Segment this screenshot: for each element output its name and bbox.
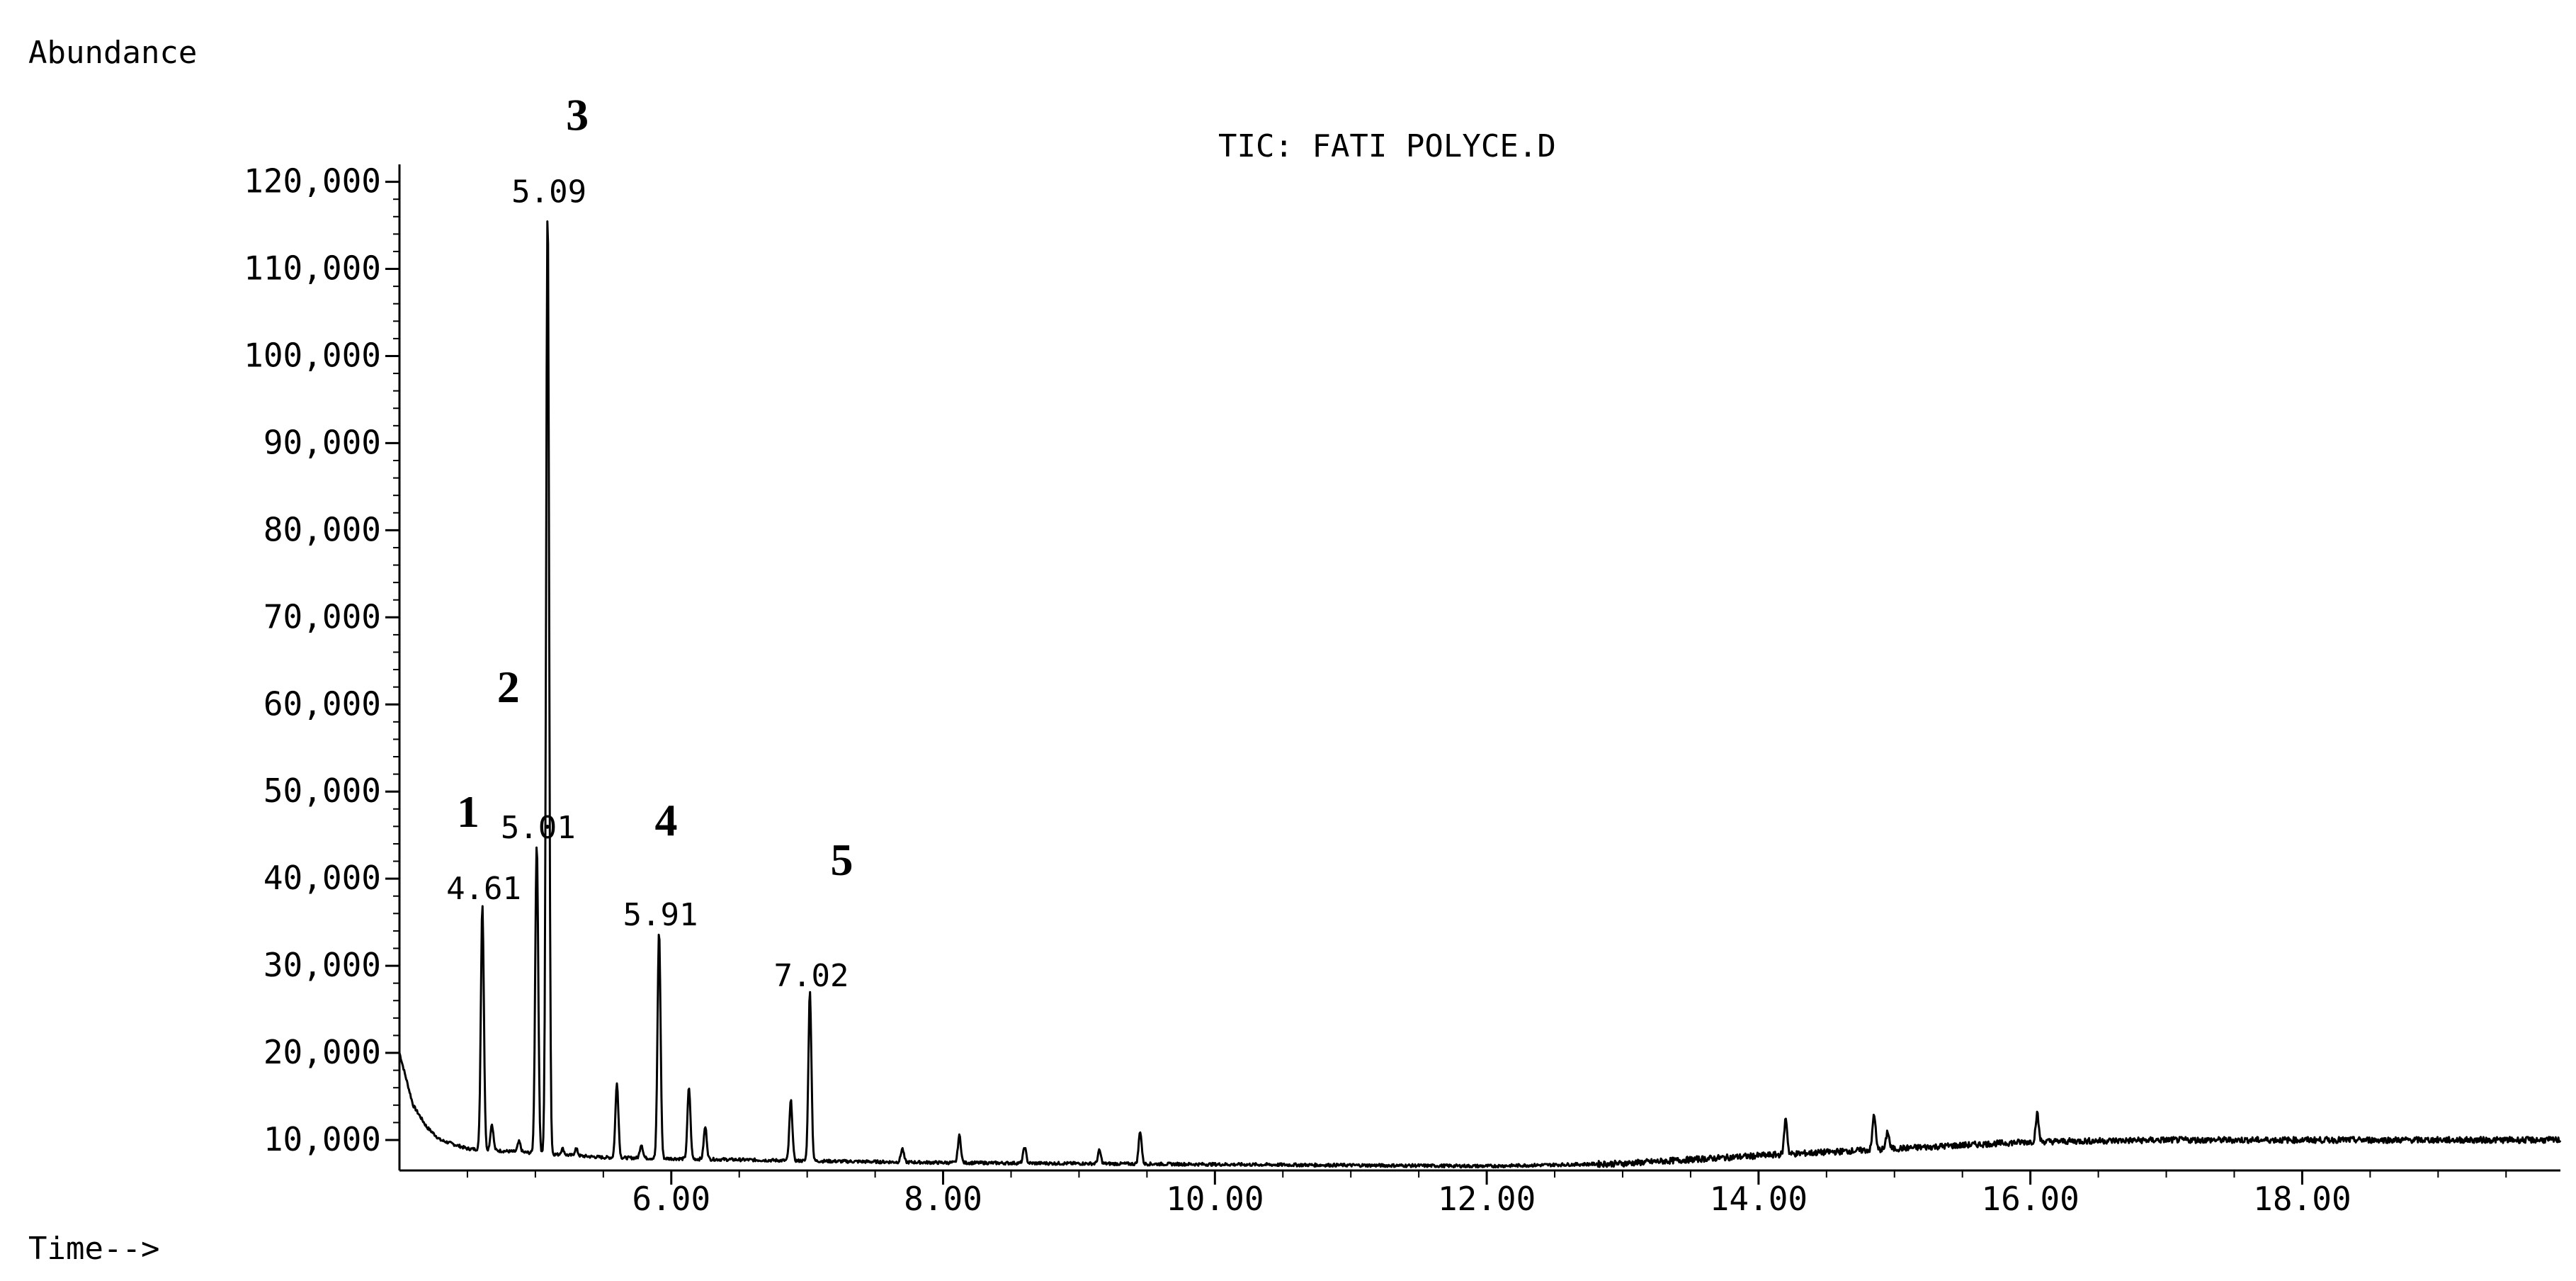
peak-rt-label: 4.61	[446, 871, 521, 907]
x-tick-label: 8.00	[904, 1180, 982, 1218]
y-tick-label: 20,000	[263, 1033, 381, 1071]
y-tick-label: 50,000	[263, 772, 381, 810]
peak-number-label: 4	[655, 795, 678, 845]
peak-rt-label: 7.02	[774, 958, 849, 994]
peak-rt-label: 5.01	[501, 810, 576, 846]
x-tick-label: 18.00	[2253, 1180, 2351, 1218]
x-tick-label: 10.00	[1166, 1180, 1264, 1218]
y-tick-label: 40,000	[263, 859, 381, 897]
x-axis-label: Time-->	[28, 1231, 159, 1267]
x-tick-label: 16.00	[1981, 1180, 2079, 1218]
peak-labels: 4.61 1 5.01 2 5.09 3 5.91 4 7.02 5	[446, 89, 853, 993]
peak-number-label: 1	[457, 786, 480, 837]
peak-number-label: 2	[497, 662, 520, 712]
peak-number-label: 5	[830, 835, 853, 885]
y-tick-label: 90,000	[263, 423, 381, 461]
y-tick-label: 10,000	[263, 1120, 381, 1158]
peak-number-label: 3	[566, 89, 589, 140]
x-tick-label: 6.00	[632, 1180, 710, 1218]
y-minor-ticks	[393, 198, 399, 1124]
y-axis-label: Abundance	[28, 35, 197, 71]
y-tick-label: 120,000	[244, 162, 381, 201]
chart-title: TIC: FATI POLYCE.D	[1218, 128, 1556, 164]
peak-rt-label: 5.09	[511, 174, 586, 210]
peak-rt-label: 5.91	[623, 897, 698, 933]
x-tick-label: 14.00	[1710, 1180, 1808, 1218]
y-tick-label: 60,000	[263, 684, 381, 723]
y-ticks: 10,000 20,000 30,000 40,000 50,000 60,000 70,0…	[244, 162, 399, 1158]
y-tick-label: 80,000	[263, 510, 381, 548]
tic-trace	[398, 220, 2562, 1169]
y-tick-label: 70,000	[263, 597, 381, 636]
y-tick-label: 30,000	[263, 946, 381, 984]
x-ticks: 6.00 8.00 10.00 12.00 14.00 16.00 18.00	[466, 1170, 2507, 1218]
y-tick-label: 100,000	[244, 336, 381, 374]
y-tick-label: 110,000	[244, 249, 381, 288]
x-tick-label: 12.00	[1438, 1180, 1536, 1218]
